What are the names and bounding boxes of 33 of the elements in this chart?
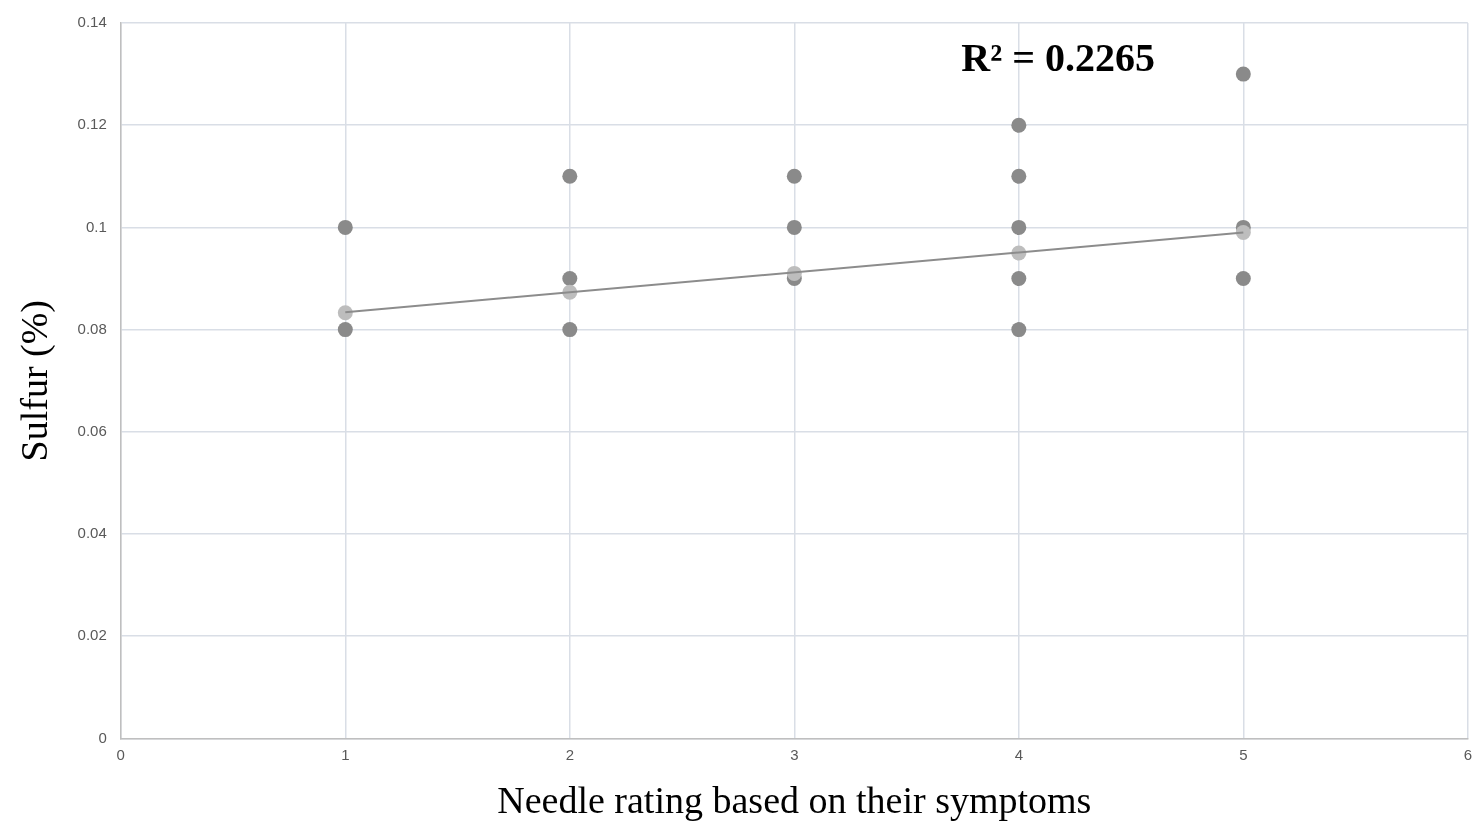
- y-tick-label: 0.1: [85, 217, 107, 235]
- y-tick-label: 0.14: [77, 13, 107, 31]
- x-tick-label: 5: [1239, 745, 1248, 763]
- point: [337, 219, 353, 235]
- annotation: R² = 0.2265: [961, 35, 1156, 81]
- y-tick-label: 0.12: [77, 115, 107, 133]
- x-tick-label: 6: [1463, 745, 1472, 763]
- y-tick-label: 0.06: [77, 421, 107, 439]
- y-tick-label: 0.08: [77, 319, 107, 337]
- point: [1235, 66, 1251, 82]
- point: [1235, 271, 1251, 286]
- x-tick-label: 4: [1014, 745, 1023, 763]
- x-tick-label: 1: [341, 745, 350, 763]
- x-tick-label: 3: [790, 745, 799, 763]
- y-axis-title: Sulfur (%): [12, 299, 56, 462]
- point: [1011, 219, 1027, 235]
- y-tick-label: 0.02: [77, 626, 107, 644]
- point: [786, 168, 802, 184]
- y-tick-label: 0: [98, 728, 107, 746]
- x-tick-label: 0: [116, 745, 125, 763]
- point: [562, 322, 578, 338]
- point: [1011, 322, 1027, 338]
- point: [1011, 271, 1027, 286]
- x-tick-label: 2: [565, 745, 574, 763]
- point: [1011, 117, 1027, 133]
- point: [1235, 225, 1251, 241]
- point: [562, 168, 578, 184]
- point: [337, 322, 353, 338]
- y-tick-label: 0.04: [77, 524, 107, 542]
- x-axis-title: Needle rating based on their symptoms: [497, 779, 1092, 822]
- point: [562, 271, 578, 286]
- point: [786, 219, 802, 235]
- point: [1011, 168, 1027, 184]
